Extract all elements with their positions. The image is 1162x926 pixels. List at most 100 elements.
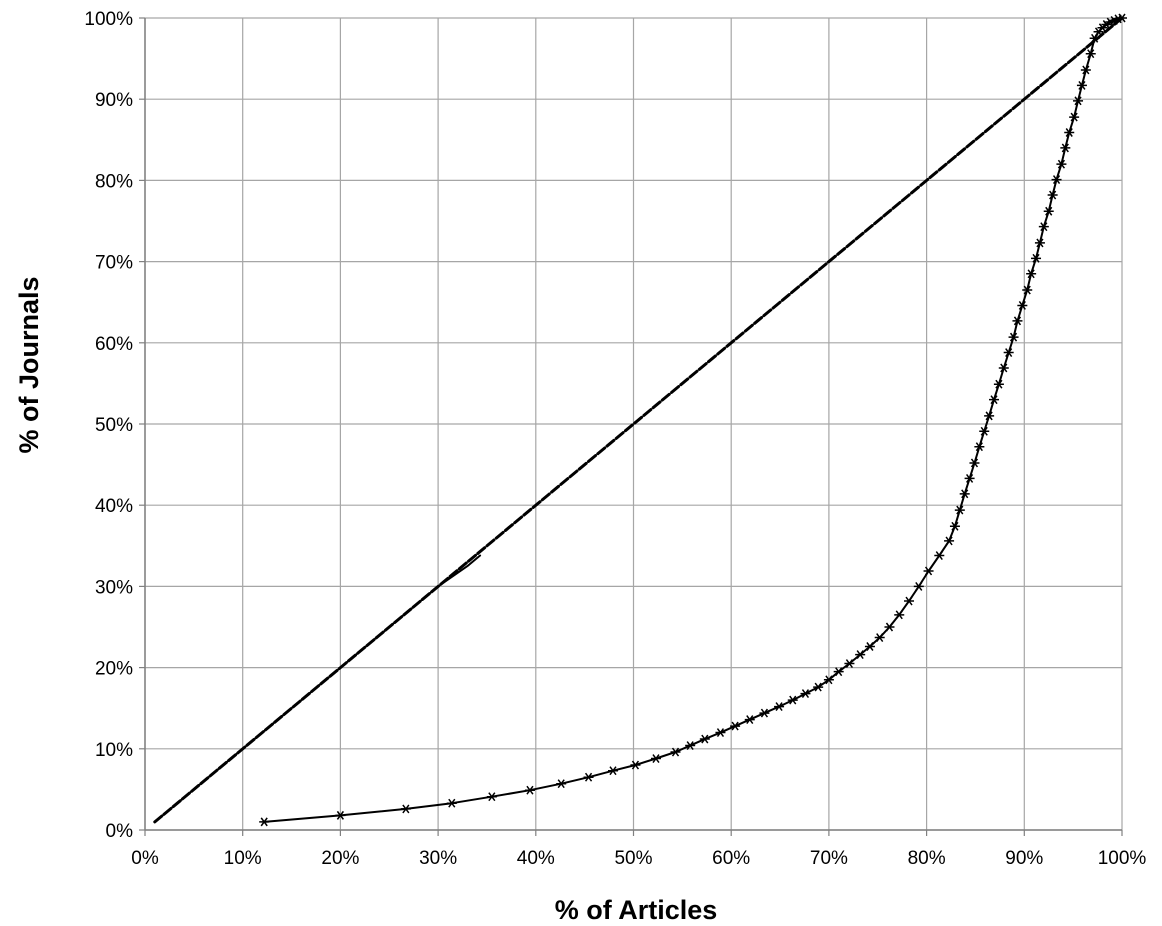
x-tick-label: 0% [131,848,159,869]
y-tick-labels: 0% 10% 20% 30% 40% 50% 60% 70% 80% 90% 100% [84,9,133,842]
data-point [833,667,844,677]
data-point [1008,332,1019,342]
data-point [1117,13,1127,23]
x-tick-label: 70% [810,848,848,869]
data-point [1085,49,1096,59]
data-point [486,792,497,802]
data-point [1064,128,1075,137]
data-point [1073,96,1084,106]
data-point [774,702,785,712]
data-point [974,442,985,452]
y-tick-label: 50% [95,415,133,436]
data-point [954,505,965,515]
data-point [400,804,411,814]
data-point [934,551,945,560]
series-1 [153,554,482,823]
data-point [1031,253,1042,263]
data-point [984,411,995,421]
data-point [1056,159,1067,169]
data-point [630,760,641,770]
data-point [1080,65,1091,75]
data-point [1022,285,1033,295]
data-point [964,473,975,483]
x-tick-label: 10% [224,848,262,869]
x-tick-label: 80% [908,848,946,869]
data-point [524,785,535,795]
x-tick-label: 50% [614,848,652,869]
data-point [670,747,681,757]
data-point [1069,112,1080,122]
data-point [699,734,710,744]
data-point [1034,238,1045,248]
x-tick-label: 100% [1098,848,1147,869]
y-tick-label: 80% [95,171,133,192]
series-line [263,17,1123,823]
data-point [844,659,855,668]
y-tick-label: 20% [95,659,133,680]
data-point [1076,80,1087,90]
data-point [607,766,618,776]
y-tick-label: 40% [95,496,133,517]
data-point [446,798,457,808]
data-point [583,772,594,782]
data-point [1038,222,1049,232]
series-2 [259,13,1127,827]
data-point [969,458,980,468]
data-point [1043,206,1054,216]
x-axis-title: % of Articles [555,895,718,925]
x-tick-label: 40% [517,848,555,869]
data-point [894,610,905,620]
x-tick-label: 90% [1005,848,1043,869]
data-point [1047,190,1058,200]
data-point [813,682,824,692]
data-point [1026,269,1037,279]
data-point [1051,175,1062,185]
data-point [949,521,960,531]
x-tick-labels: 0% 10% 20% 30% 40% 50% 60% 70% 80% 90% 100% [131,848,1146,869]
y-tick-label: 0% [106,821,134,842]
x-tick-label: 30% [419,848,457,869]
data-point [923,566,934,576]
data-point [874,633,885,643]
y-tick-label: 100% [84,9,133,30]
data-point [1017,300,1028,310]
data-point [259,817,270,827]
data-point [979,426,990,436]
y-tick-label: 60% [95,334,133,355]
series-group [153,13,1127,827]
data-point [1003,348,1014,357]
data-point [730,721,741,731]
y-tick-label: 90% [95,90,133,111]
data-point [823,675,834,685]
data-point [787,695,798,705]
data-point [944,536,955,546]
data-point [884,622,895,632]
x-tick-label: 60% [712,848,750,869]
y-tick-label: 10% [95,740,133,761]
x-tick-label: 20% [321,848,359,869]
data-point [993,379,1004,389]
data-point [1060,143,1071,153]
data-point [959,489,970,499]
data-point [744,715,755,725]
data-point [904,596,915,606]
data-point [855,650,866,660]
data-point [685,741,696,751]
data-point [335,810,346,820]
data-point [715,728,726,738]
data-point [1012,316,1023,326]
axes [139,17,1123,836]
data-point [650,754,661,763]
y-tick-label: 70% [95,253,133,274]
series-line [153,554,482,823]
data-point [556,779,567,789]
data-point [998,363,1009,373]
data-point [800,689,811,699]
data-point [759,708,770,718]
y-tick-label: 30% [95,577,133,598]
data-point [913,581,924,591]
data-point [1089,33,1100,43]
y-axis-title: % of Journals [14,276,44,453]
